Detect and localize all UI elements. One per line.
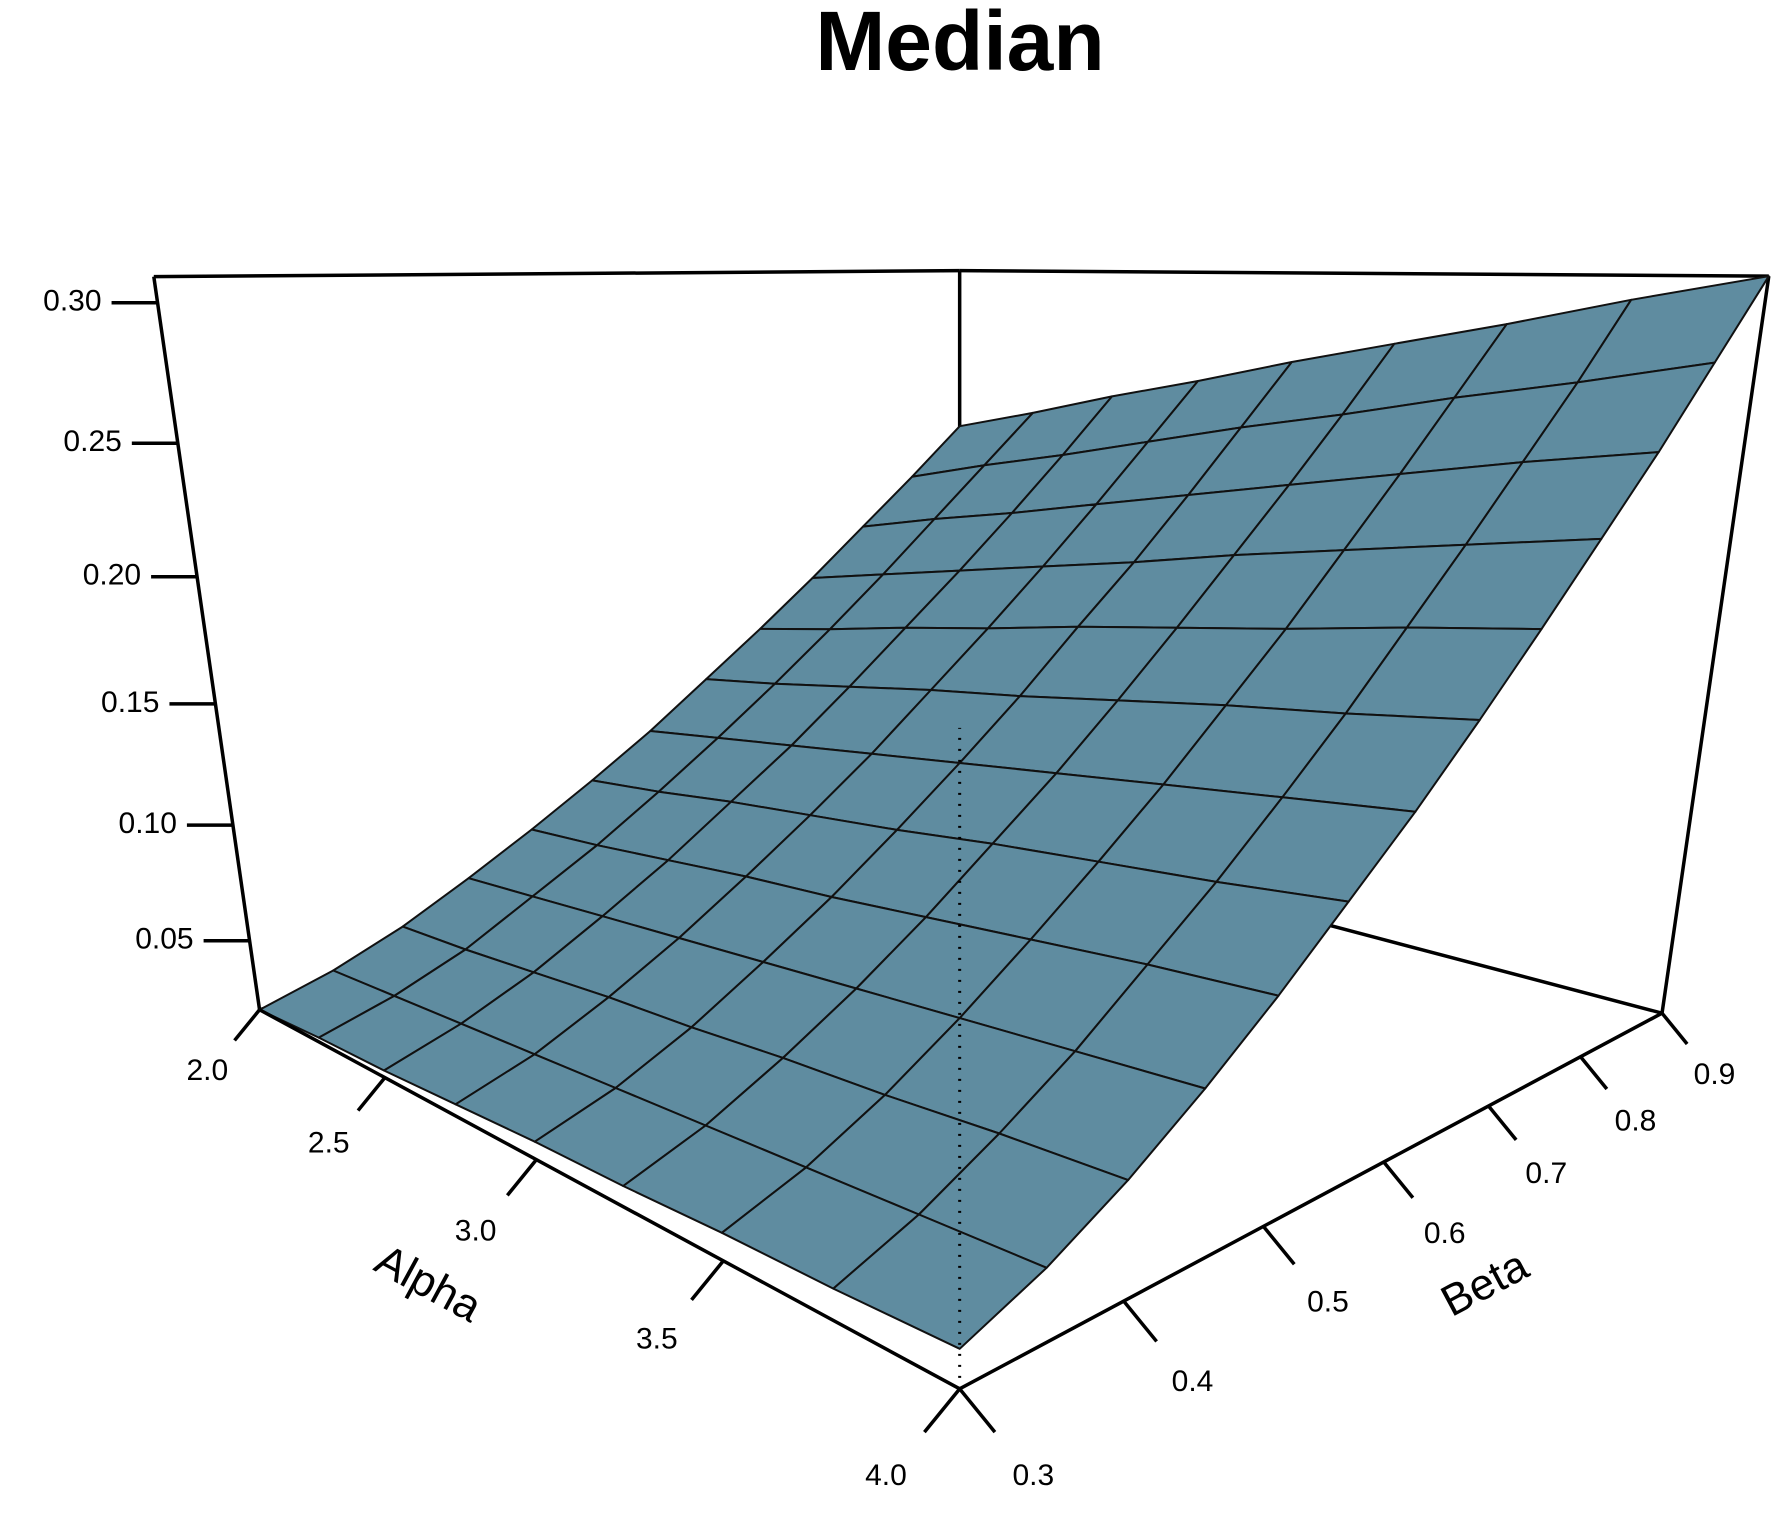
y-tick-label: 0.9: [1694, 1058, 1736, 1091]
surface-cell: [832, 1213, 1048, 1350]
x-tick: [233, 1008, 261, 1042]
y-tick-label: 0.3: [1013, 1459, 1055, 1492]
x-tick: [356, 1076, 387, 1112]
y-tick: [1262, 1225, 1296, 1266]
z-tick-label: 0.10: [119, 807, 177, 840]
z-tick-label: 0.25: [63, 425, 121, 458]
y-axis-label: Beta: [1433, 1240, 1536, 1326]
y-tick-label: 0.5: [1307, 1286, 1349, 1319]
x-tick-label: 3.5: [636, 1322, 678, 1355]
y-tick-label: 0.6: [1424, 1217, 1466, 1250]
y-tick-label: 0.4: [1172, 1365, 1214, 1398]
chart-title: Median: [815, 0, 1104, 88]
y-tick: [1660, 1012, 1689, 1046]
x-tick-label: 2.0: [186, 1054, 228, 1087]
y-tick: [958, 1387, 997, 1434]
z-tick-label: 0.30: [43, 285, 101, 318]
x-tick-label: 4.0: [865, 1459, 907, 1492]
z-tick-label: 0.20: [83, 559, 141, 592]
y-tick: [1487, 1104, 1518, 1141]
y-tick: [1579, 1055, 1609, 1091]
z-tick-label: 0.05: [135, 923, 193, 956]
z-tick-label: 0.15: [101, 686, 159, 719]
y-tick: [1122, 1299, 1158, 1343]
x-tick: [923, 1387, 962, 1434]
x-tick-label: 2.5: [308, 1127, 350, 1160]
box-edge: [958, 1011, 1663, 1391]
box-edge: [152, 276, 262, 1011]
box-edge: [258, 1008, 961, 1391]
box-edge: [959, 268, 1769, 278]
y-tick-label: 0.8: [1615, 1104, 1657, 1137]
box-edge: [153, 268, 960, 279]
x-tick: [690, 1259, 725, 1302]
x-tick: [505, 1158, 538, 1197]
x-tick-label: 3.0: [455, 1214, 497, 1247]
y-tick-label: 0.7: [1525, 1157, 1567, 1190]
box-edge: [1660, 275, 1771, 1014]
x-axis-label: Alpha: [367, 1235, 490, 1332]
y-tick: [1382, 1160, 1415, 1199]
